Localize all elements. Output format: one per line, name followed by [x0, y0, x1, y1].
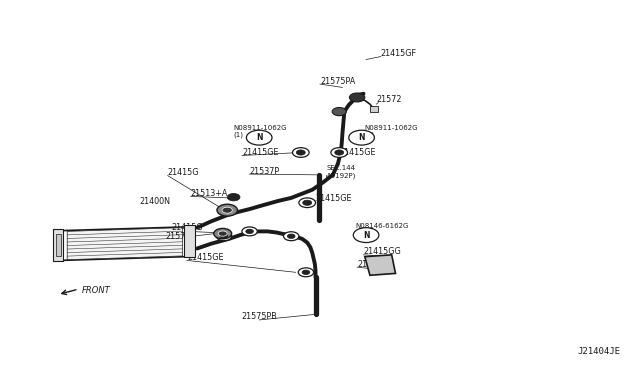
Text: FRONT: FRONT [82, 286, 111, 295]
Text: 21415GE: 21415GE [242, 148, 278, 157]
FancyBboxPatch shape [56, 234, 61, 256]
Text: N: N [256, 133, 262, 142]
Text: 21400N: 21400N [140, 198, 170, 206]
Circle shape [246, 229, 253, 234]
Circle shape [331, 148, 348, 157]
Polygon shape [365, 255, 396, 275]
Circle shape [216, 232, 232, 241]
Circle shape [292, 148, 309, 157]
Text: 21415G: 21415G [172, 223, 203, 232]
Text: N08146-6162G
(1): N08146-6162G (1) [355, 223, 408, 236]
Text: 21420G: 21420G [357, 260, 388, 269]
FancyBboxPatch shape [53, 229, 63, 261]
FancyBboxPatch shape [184, 225, 195, 257]
Text: 21572: 21572 [376, 95, 402, 104]
Text: N: N [358, 133, 365, 142]
Circle shape [246, 130, 272, 145]
Circle shape [349, 93, 365, 102]
Text: 21415GE: 21415GE [316, 194, 352, 203]
Circle shape [287, 234, 295, 238]
Circle shape [353, 228, 379, 243]
Polygon shape [61, 227, 186, 260]
Circle shape [220, 234, 228, 238]
Circle shape [227, 193, 240, 201]
Text: N: N [363, 231, 369, 240]
Circle shape [332, 108, 346, 116]
Circle shape [303, 200, 312, 205]
Text: 21415GE: 21415GE [187, 253, 223, 262]
Text: 21575PB: 21575PB [241, 312, 277, 321]
Text: J21404JE: J21404JE [578, 347, 621, 356]
Circle shape [298, 268, 314, 277]
Text: 21575PA: 21575PA [320, 77, 355, 86]
Text: 21513+A: 21513+A [191, 189, 228, 198]
Text: 21575P: 21575P [165, 232, 195, 241]
Circle shape [349, 130, 374, 145]
Text: 21415G: 21415G [168, 168, 199, 177]
Circle shape [302, 270, 310, 275]
Text: 21415GF: 21415GF [381, 49, 417, 58]
Circle shape [299, 198, 316, 208]
Text: 21537P: 21537P [250, 167, 280, 176]
Text: N08911-1062G
(1): N08911-1062G (1) [234, 125, 287, 138]
Circle shape [335, 150, 344, 155]
Circle shape [296, 150, 305, 155]
Circle shape [242, 227, 257, 236]
Circle shape [214, 228, 232, 239]
Text: SEC.144
(J5192P): SEC.144 (J5192P) [326, 165, 356, 179]
FancyBboxPatch shape [370, 106, 378, 112]
Circle shape [218, 231, 227, 236]
Text: N08911-1062G
(1): N08911-1062G (1) [365, 125, 419, 138]
Circle shape [217, 204, 237, 216]
Circle shape [222, 207, 232, 213]
Text: 21415GE: 21415GE [339, 148, 376, 157]
Text: 21415GG: 21415GG [364, 247, 401, 256]
Polygon shape [67, 228, 182, 260]
Circle shape [284, 232, 299, 241]
